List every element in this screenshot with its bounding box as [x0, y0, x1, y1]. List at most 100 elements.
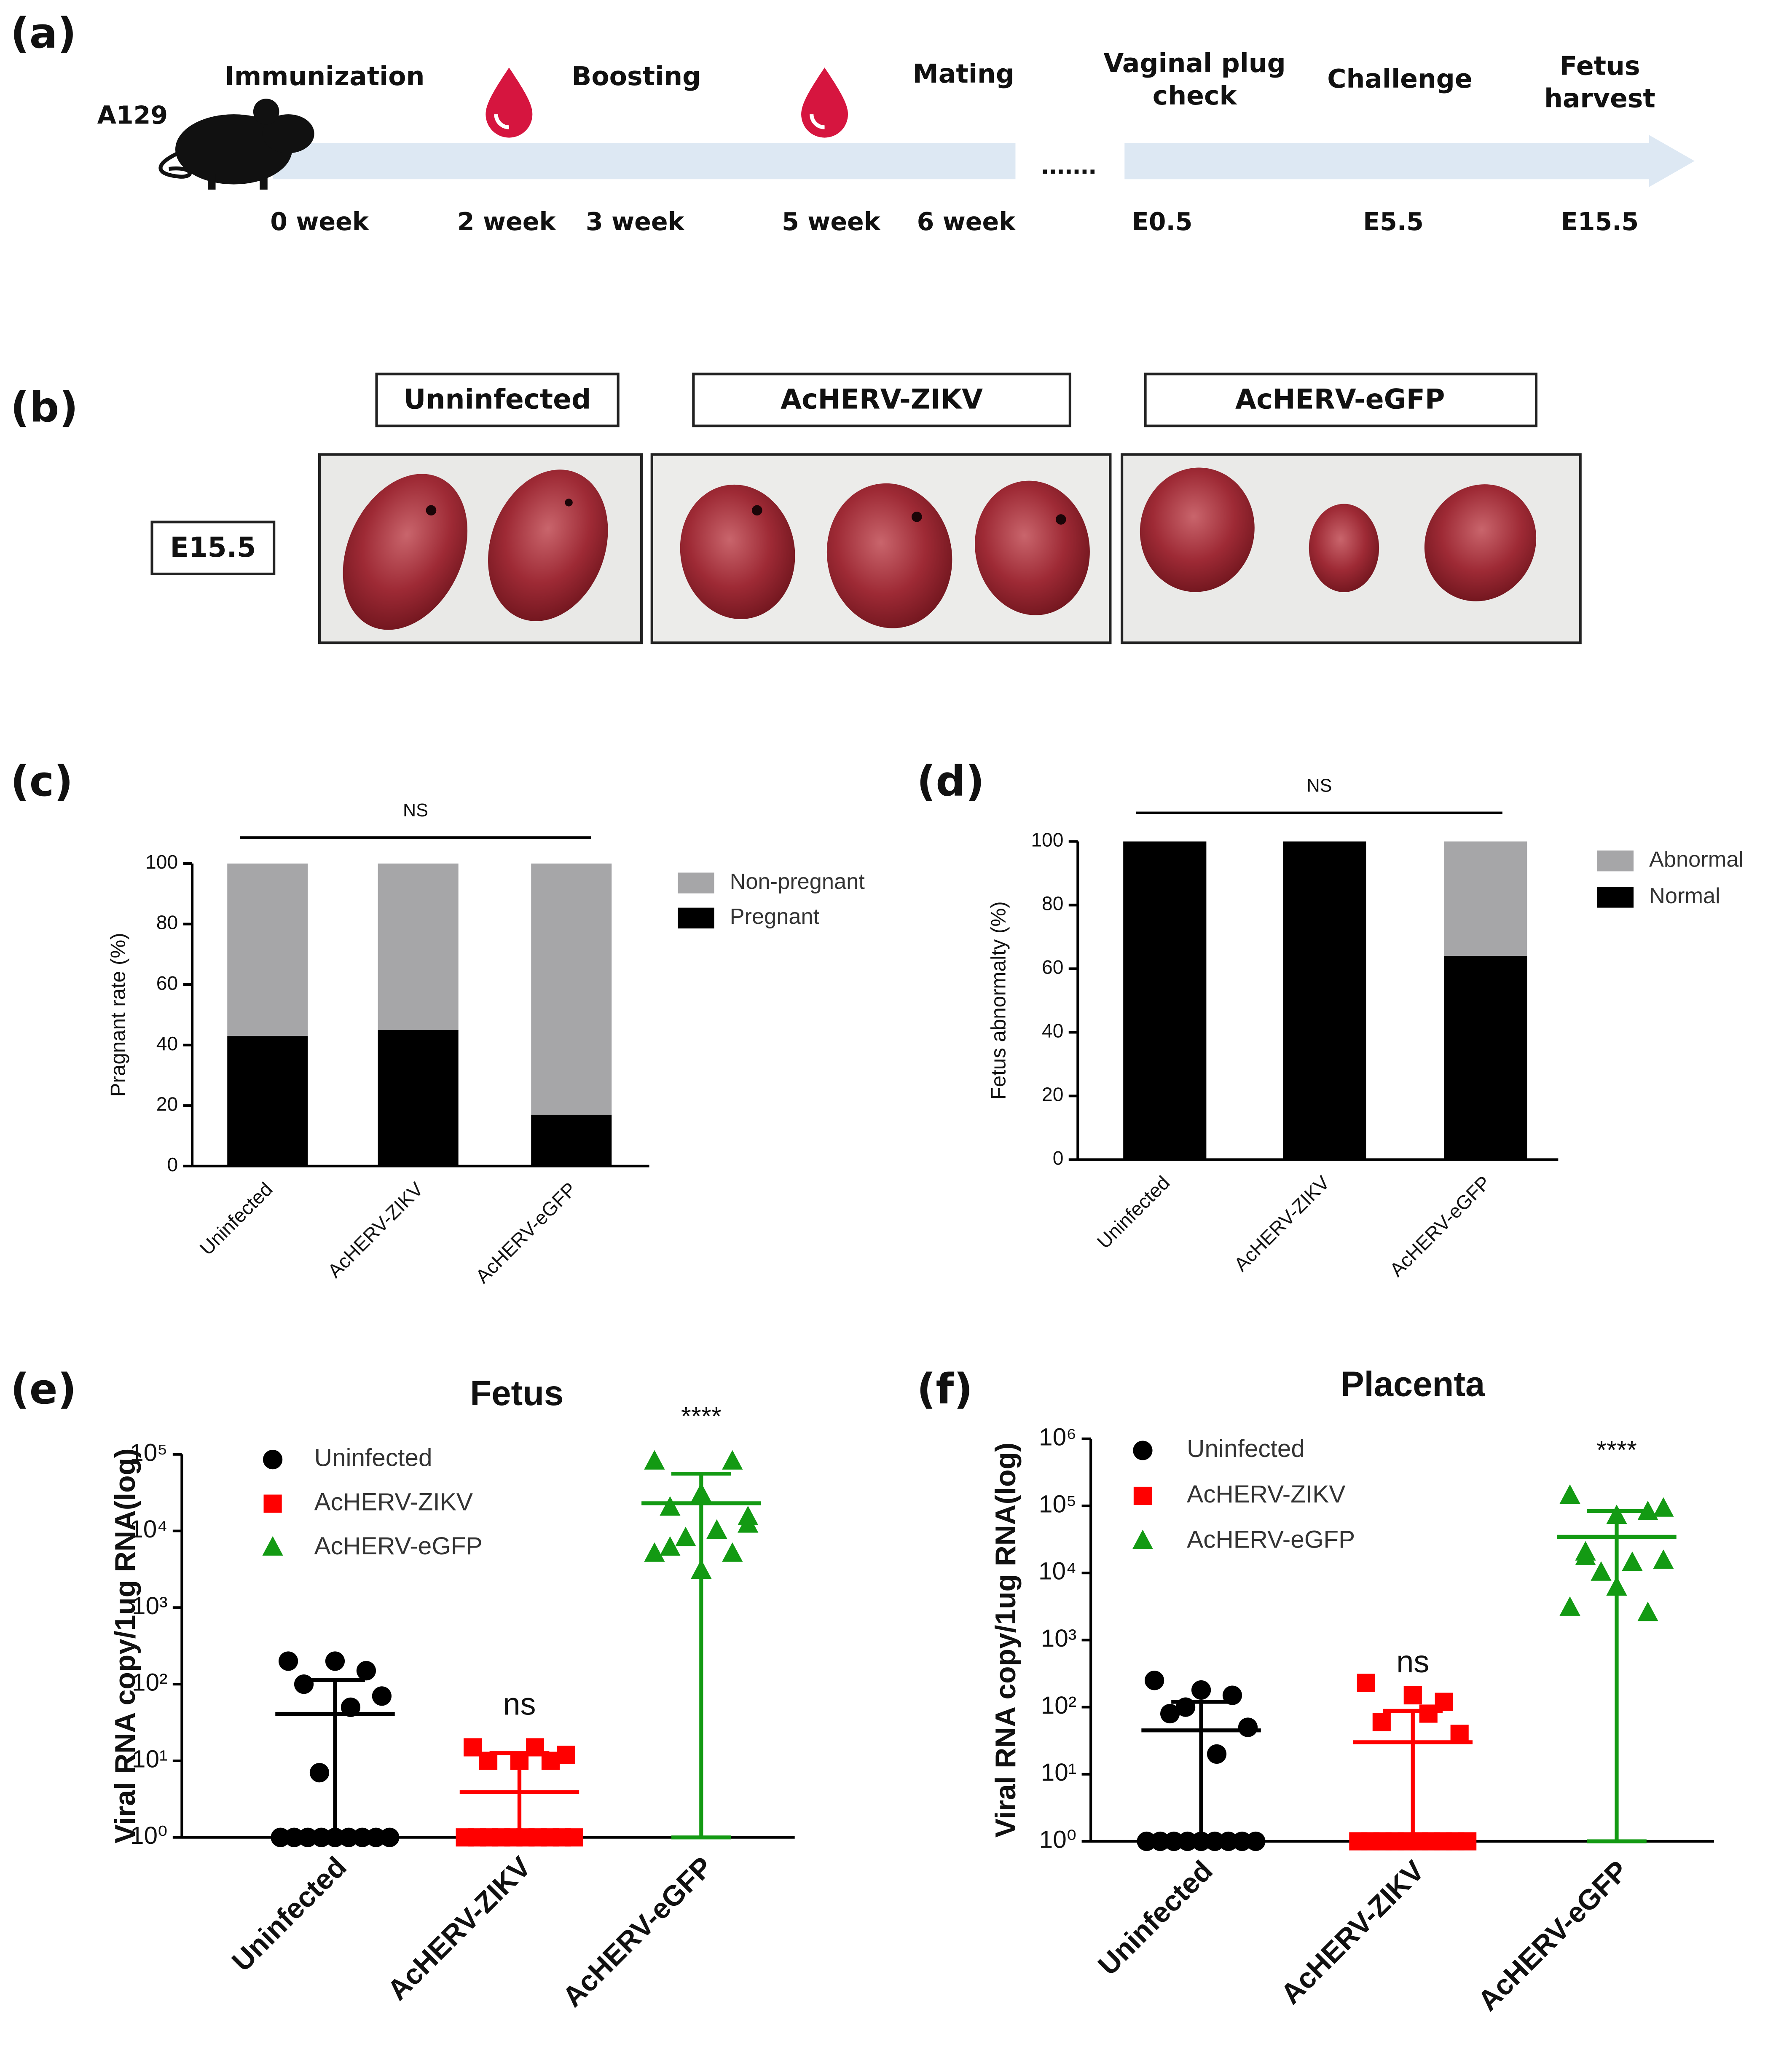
- data-point: [1403, 1686, 1422, 1705]
- data-point: [1458, 1832, 1477, 1851]
- legend-label: Pregnant: [730, 904, 820, 929]
- data-point: [1653, 1497, 1674, 1517]
- bar-segment: [227, 1036, 308, 1166]
- data-point: [1419, 1704, 1438, 1723]
- data-point: [1160, 1704, 1180, 1724]
- data-point: [1246, 1831, 1266, 1851]
- x-tick-label: AcHERV-ZIKV: [1230, 1171, 1334, 1275]
- panel-label: (a): [11, 9, 77, 58]
- legend-label: AcHERV-eGFP: [314, 1532, 483, 1560]
- legend-swatch: [678, 872, 714, 893]
- data-point: [1357, 1674, 1375, 1692]
- stage-label: Immunization: [225, 61, 424, 91]
- bar-segment: [227, 863, 308, 1036]
- photo-art: [150, 373, 1582, 644]
- legend-label: AcHERV-eGFP: [1187, 1526, 1355, 1553]
- data-point: [1207, 1744, 1227, 1764]
- data-point: [271, 1827, 290, 1847]
- panel-label: (f): [917, 1365, 973, 1414]
- data-point: [541, 1752, 560, 1770]
- y-tick-label: 80: [1042, 893, 1063, 915]
- panel-label: (e): [11, 1365, 77, 1414]
- y-tick-label: 20: [156, 1093, 178, 1115]
- data-point: [352, 1827, 372, 1847]
- x-tick-label: AcHERV-eGFP: [557, 1851, 719, 2013]
- time-label: 2 week: [457, 207, 557, 236]
- data-point: [1222, 1685, 1242, 1705]
- strain-label: A129: [97, 101, 168, 129]
- embryos: [343, 467, 1537, 630]
- data-point: [691, 1559, 712, 1579]
- y-tick-label: 10⁵: [1039, 1490, 1076, 1518]
- data-point: [294, 1674, 314, 1694]
- y-tick-label: 10³: [1041, 1625, 1077, 1652]
- data-point: [706, 1519, 727, 1539]
- group-label: Unninfected: [404, 384, 591, 416]
- data-point: [565, 1828, 583, 1847]
- data-point: [298, 1827, 318, 1847]
- legend-label: AcHERV-ZIKV: [1187, 1481, 1345, 1508]
- chart-title: Fetus: [470, 1374, 563, 1413]
- ellipsis: .......: [1041, 148, 1097, 180]
- group-box: [375, 373, 620, 427]
- row-box: [150, 520, 276, 575]
- data-point: [278, 1651, 298, 1671]
- y-tick-label: 10¹: [132, 1745, 168, 1773]
- data-point: [325, 1827, 345, 1847]
- bar-segment: [378, 1030, 459, 1166]
- row-label: E15.5: [170, 532, 256, 563]
- x-tick-label: AcHERV-ZIKV: [381, 1851, 537, 2007]
- data-point: [1606, 1504, 1627, 1524]
- data-point: [722, 1542, 743, 1562]
- data-point: [1559, 1596, 1580, 1616]
- legend-marker: [1132, 1529, 1154, 1549]
- data-point: [380, 1827, 400, 1847]
- data-point: [644, 1542, 665, 1562]
- significance-label: ns: [503, 1686, 536, 1721]
- timeline-arrow: [1124, 135, 1695, 187]
- timeline-art: .......: [158, 67, 1695, 190]
- data-point: [311, 1827, 331, 1847]
- panel-label: (c): [11, 757, 73, 806]
- legend-swatch: [678, 907, 714, 928]
- data-point: [526, 1738, 545, 1757]
- legend-label: AcHERV-ZIKV: [314, 1488, 473, 1516]
- timeline-bar: [273, 142, 1016, 180]
- data-point: [660, 1496, 681, 1516]
- data-point: [1559, 1484, 1580, 1504]
- time-label: 3 week: [586, 207, 685, 236]
- stage-label: Challenge: [1327, 64, 1472, 94]
- blood-drop: [801, 67, 848, 138]
- legend-marker: [1133, 1486, 1152, 1505]
- y-tick-label: 40: [156, 1033, 178, 1054]
- y-tick-label: 10³: [132, 1592, 168, 1620]
- stage-label: Mating: [913, 59, 1014, 89]
- data-point: [1205, 1831, 1225, 1851]
- stage-label: harvest: [1544, 83, 1655, 113]
- panel-label: (d): [917, 757, 985, 806]
- y-axis-label: Fetus abnormalty (%): [987, 901, 1010, 1100]
- x-tick-label: Uninfected: [196, 1178, 277, 1259]
- x-tick-label: Uninfected: [1092, 1855, 1219, 1982]
- data-point: [1238, 1717, 1258, 1737]
- stage-label: Vaginal plug: [1103, 48, 1285, 78]
- data-point: [339, 1827, 359, 1847]
- legend-swatch: [1597, 887, 1634, 908]
- significance-label: ****: [681, 1402, 722, 1431]
- data-point: [738, 1513, 759, 1533]
- data-point: [722, 1450, 743, 1470]
- y-tick-label: 80: [156, 912, 178, 934]
- data-point: [1164, 1831, 1184, 1851]
- data-point: [356, 1661, 376, 1681]
- blood-drop: [486, 67, 533, 138]
- data-point: [464, 1738, 482, 1757]
- data-point: [1653, 1549, 1674, 1569]
- data-point: [691, 1483, 712, 1502]
- data-point: [660, 1536, 681, 1556]
- bar-segment: [378, 863, 459, 1030]
- y-axis-label: Pragnant rate (%): [107, 933, 130, 1097]
- y-axis-label: Viral RNA copy/1ug RNA(log): [990, 1443, 1022, 1838]
- y-tick-label: 10⁴: [1038, 1558, 1076, 1585]
- data-point: [1232, 1831, 1252, 1851]
